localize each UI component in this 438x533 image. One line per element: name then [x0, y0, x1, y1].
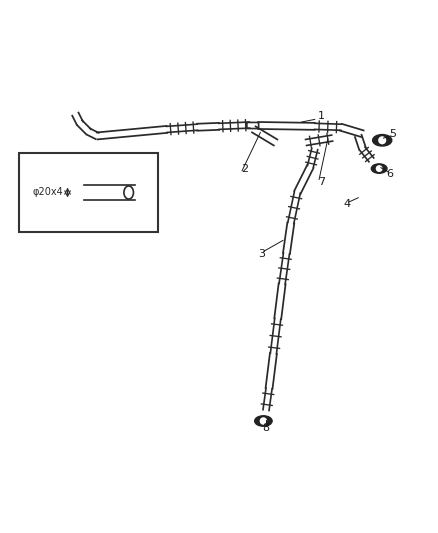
Bar — [19, 154, 158, 232]
Text: 7: 7 — [318, 176, 325, 187]
Text: 5: 5 — [389, 129, 396, 139]
Ellipse shape — [254, 416, 272, 426]
Text: 8: 8 — [262, 423, 269, 433]
Text: φ20x4: φ20x4 — [33, 187, 64, 197]
Ellipse shape — [371, 164, 387, 173]
Ellipse shape — [373, 134, 392, 146]
Circle shape — [379, 137, 385, 143]
Text: 6: 6 — [387, 169, 393, 179]
FancyBboxPatch shape — [247, 123, 258, 128]
Circle shape — [260, 418, 266, 424]
Text: 4: 4 — [343, 199, 350, 209]
Text: 1: 1 — [318, 111, 325, 122]
Text: 3: 3 — [258, 249, 265, 260]
Text: 2: 2 — [241, 164, 249, 174]
Circle shape — [376, 166, 382, 171]
